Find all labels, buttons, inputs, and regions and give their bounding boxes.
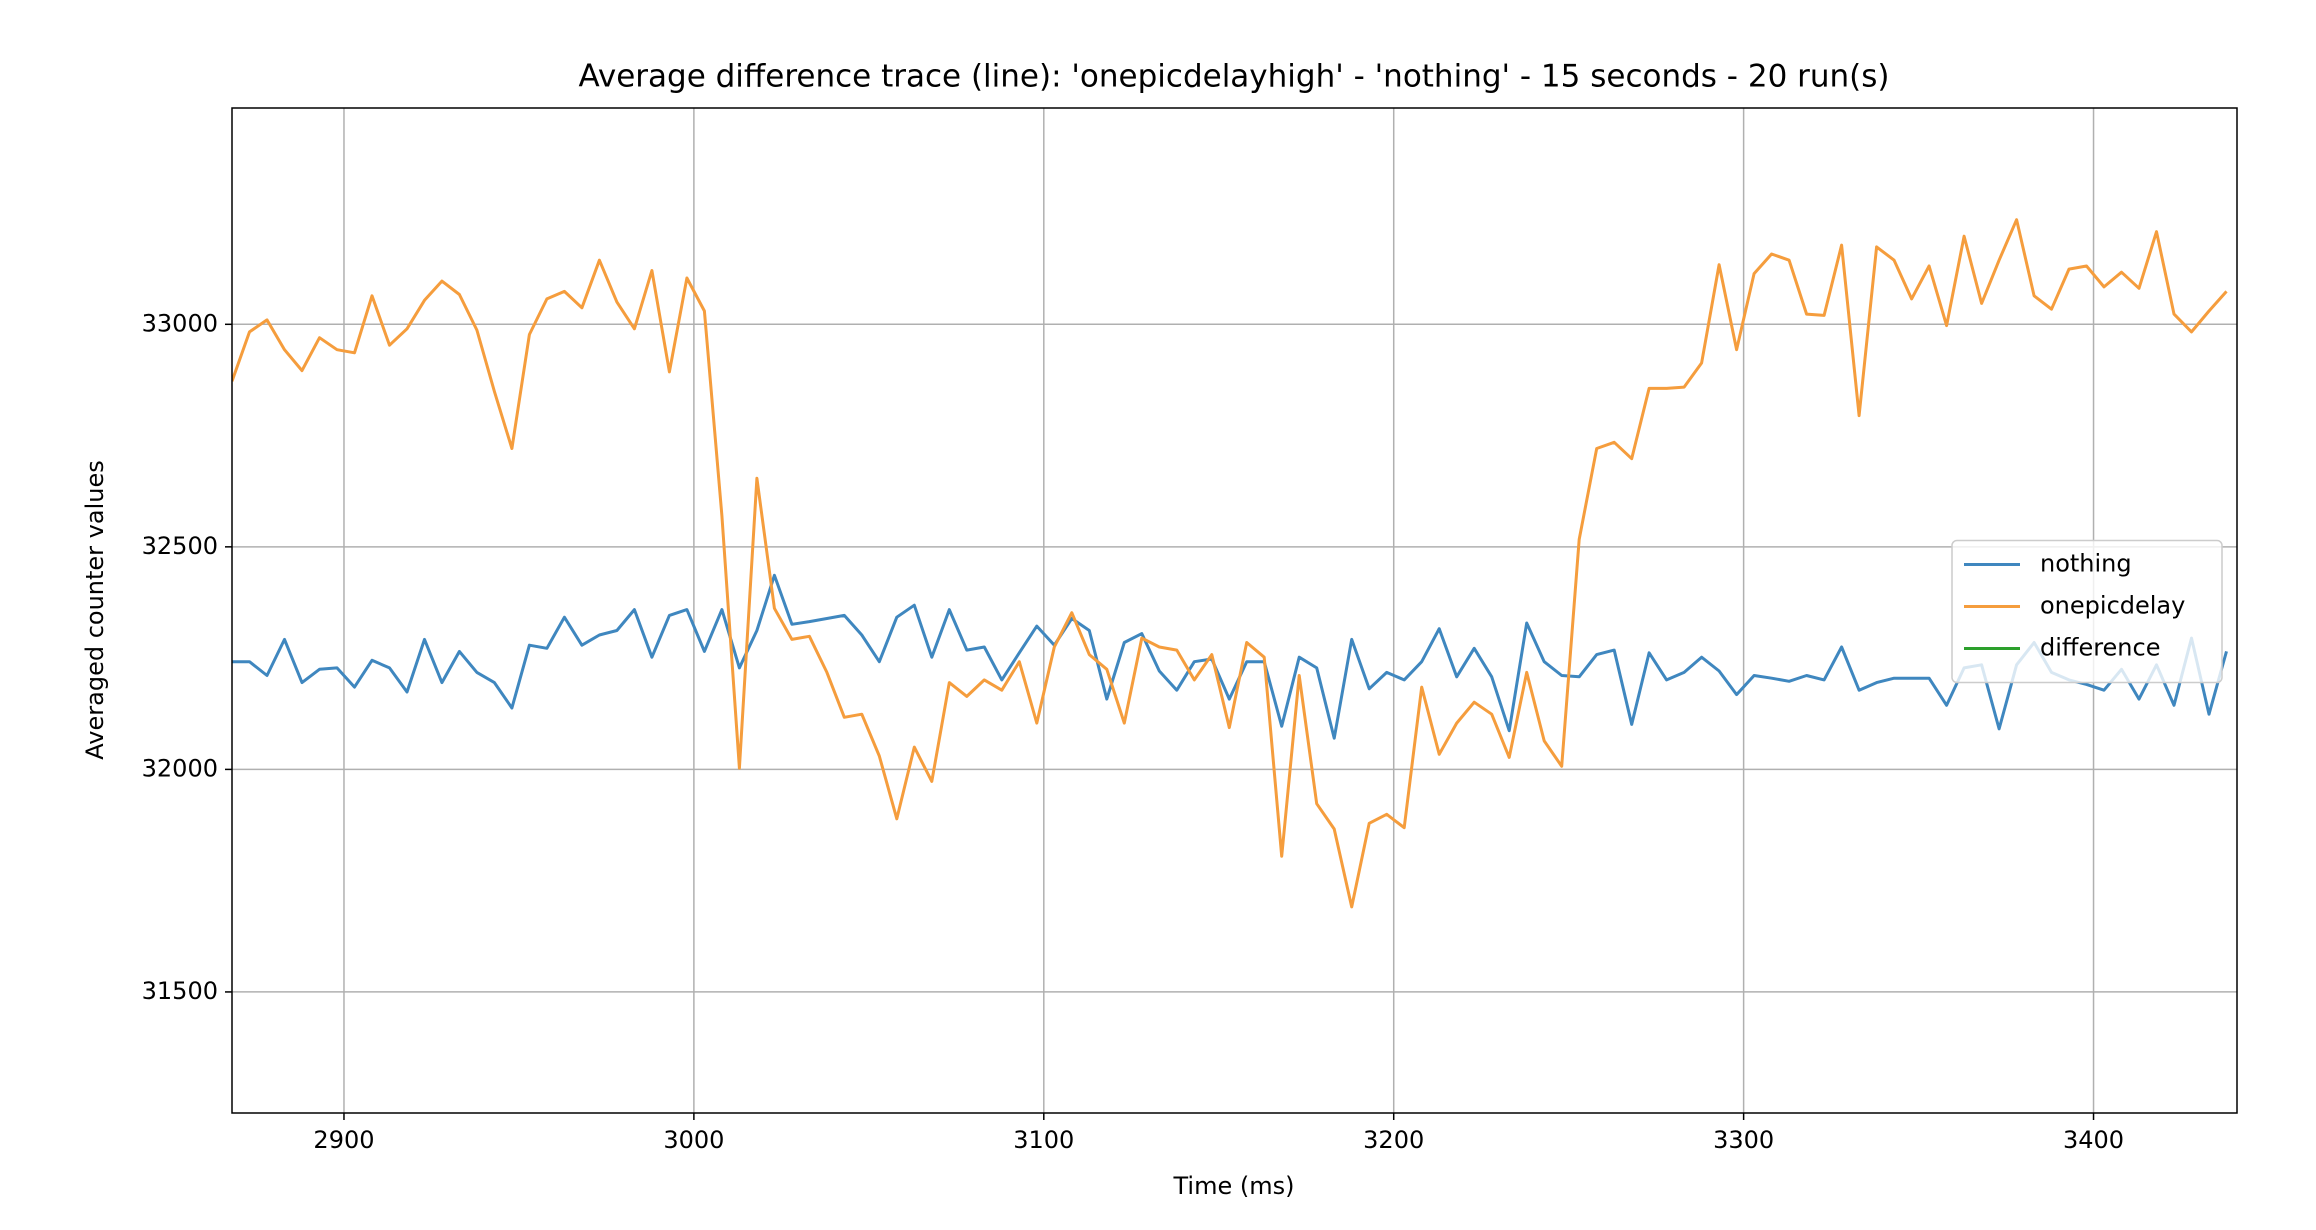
data-line (232, 573, 2228, 740)
grid (232, 108, 2237, 1113)
y-tick-label: 31500 (142, 977, 218, 1005)
x-tick-label: 3300 (1713, 1126, 1774, 1154)
chart-title: Average difference trace (line): 'onepic… (578, 59, 1889, 95)
legend-label: difference (2040, 634, 2160, 662)
x-axis-label: Time (ms) (1173, 1172, 1295, 1200)
data-line (232, 218, 2228, 909)
y-axis-label: Averaged counter values (81, 460, 109, 759)
legend-label: nothing (2040, 550, 2132, 578)
x-tick-label: 3000 (663, 1126, 724, 1154)
y-tick-label: 32500 (142, 532, 218, 560)
ticks: 2900 3000 3100 3200 3300 3400 31500 32000 32500 3… (142, 309, 2124, 1154)
x-tick-label: 3400 (2063, 1126, 2124, 1154)
y-tick-label: 32000 (142, 754, 218, 782)
plot-area (232, 218, 2228, 909)
legend: nothing onepicdelay difference (1951, 539, 2223, 684)
axes-frame (231, 107, 2238, 1114)
x-tick-label: 3100 (1013, 1126, 1074, 1154)
legend-label: onepicdelay (2040, 592, 2185, 620)
x-tick-label: 2900 (313, 1126, 374, 1154)
y-tick-label: 33000 (142, 309, 218, 337)
x-tick-label: 3200 (1363, 1126, 1424, 1154)
